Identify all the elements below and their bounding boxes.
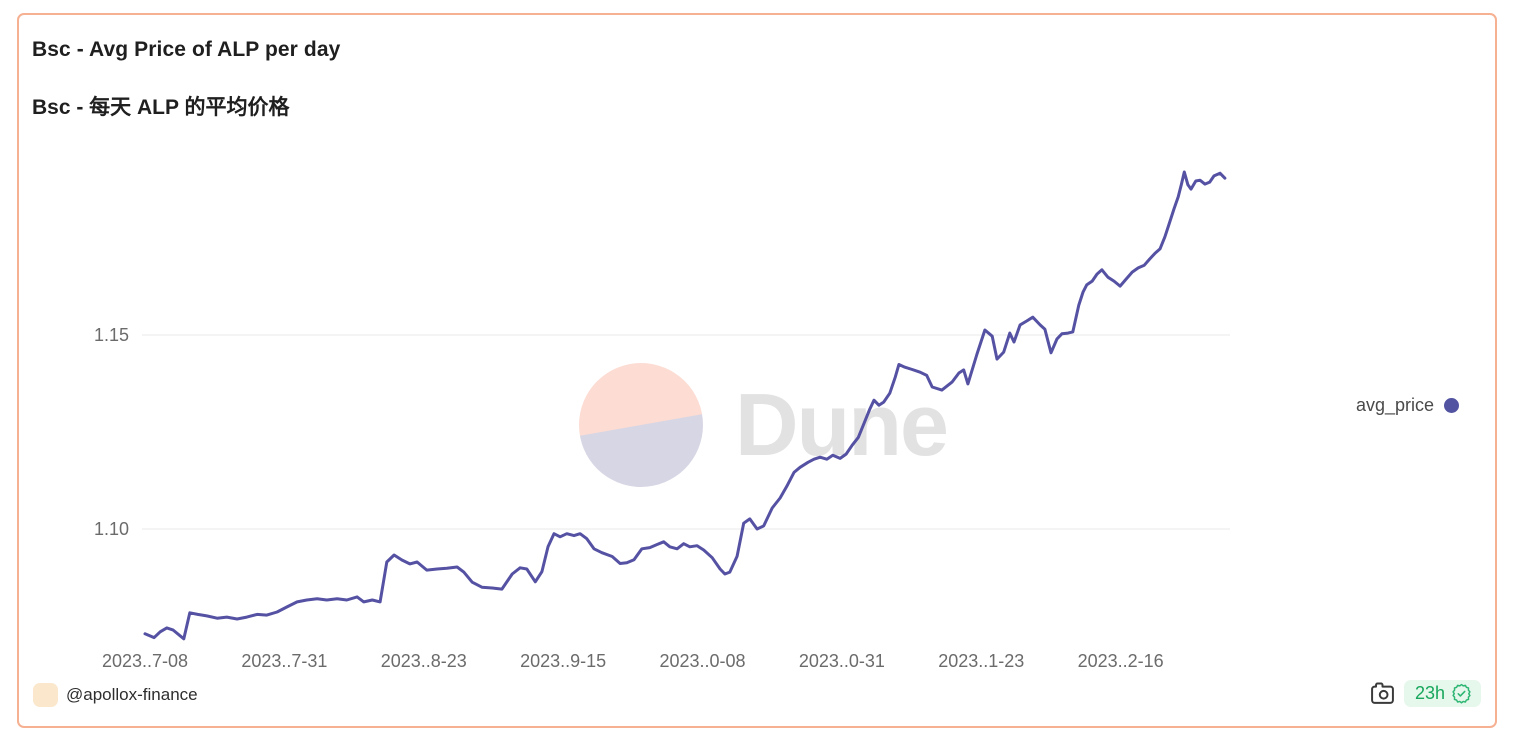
chart-title: Bsc - Avg Price of ALP per day [32, 38, 341, 61]
author-link[interactable]: @apollox-finance [33, 683, 198, 707]
y-tick-label: 1.15 [94, 325, 129, 345]
screenshot-button[interactable] [1370, 682, 1395, 705]
legend-item-avg-price[interactable]: avg_price [1356, 395, 1459, 416]
x-tick-label: 2023..0-31 [799, 651, 885, 671]
chart-subtitle: Bsc - 每天 ALP 的平均价格 [32, 96, 290, 119]
author-avatar[interactable] [33, 683, 58, 707]
x-tick-label: 2023..7-31 [241, 651, 327, 671]
x-tick-label: 2023..9-15 [520, 651, 606, 671]
dune-logo-circle-icon [579, 363, 703, 487]
legend-dot-icon [1444, 398, 1459, 413]
camera-icon [1371, 682, 1394, 704]
last-refresh-badge[interactable]: 23h [1403, 680, 1481, 707]
y-tick-label: 1.10 [94, 519, 129, 539]
x-tick-label: 2023..8-23 [381, 651, 467, 671]
chart-card: Bsc - Avg Price of ALP per day Bsc - 每天 … [17, 13, 1497, 728]
author-handle: @apollox-finance [66, 685, 198, 704]
x-tick-label: 2023..0-08 [659, 651, 745, 671]
verified-check-icon [1452, 683, 1471, 704]
last-refresh-time: 23h [1414, 683, 1445, 703]
x-tick-label: 2023..7-08 [102, 651, 188, 671]
dune-watermark: Dune [735, 375, 949, 474]
footer-actions: 23h [1370, 680, 1481, 707]
x-tick-label: 2023..2-16 [1078, 651, 1164, 671]
price-line-chart[interactable]: 1.15 1.10 2023..7-08 2023..7-31 2023..8-23 20… [19, 15, 1499, 730]
avg-price-line [143, 170, 1227, 641]
legend-label: avg_price [1355, 395, 1434, 415]
x-tick-label: 2023..1-23 [938, 651, 1024, 671]
